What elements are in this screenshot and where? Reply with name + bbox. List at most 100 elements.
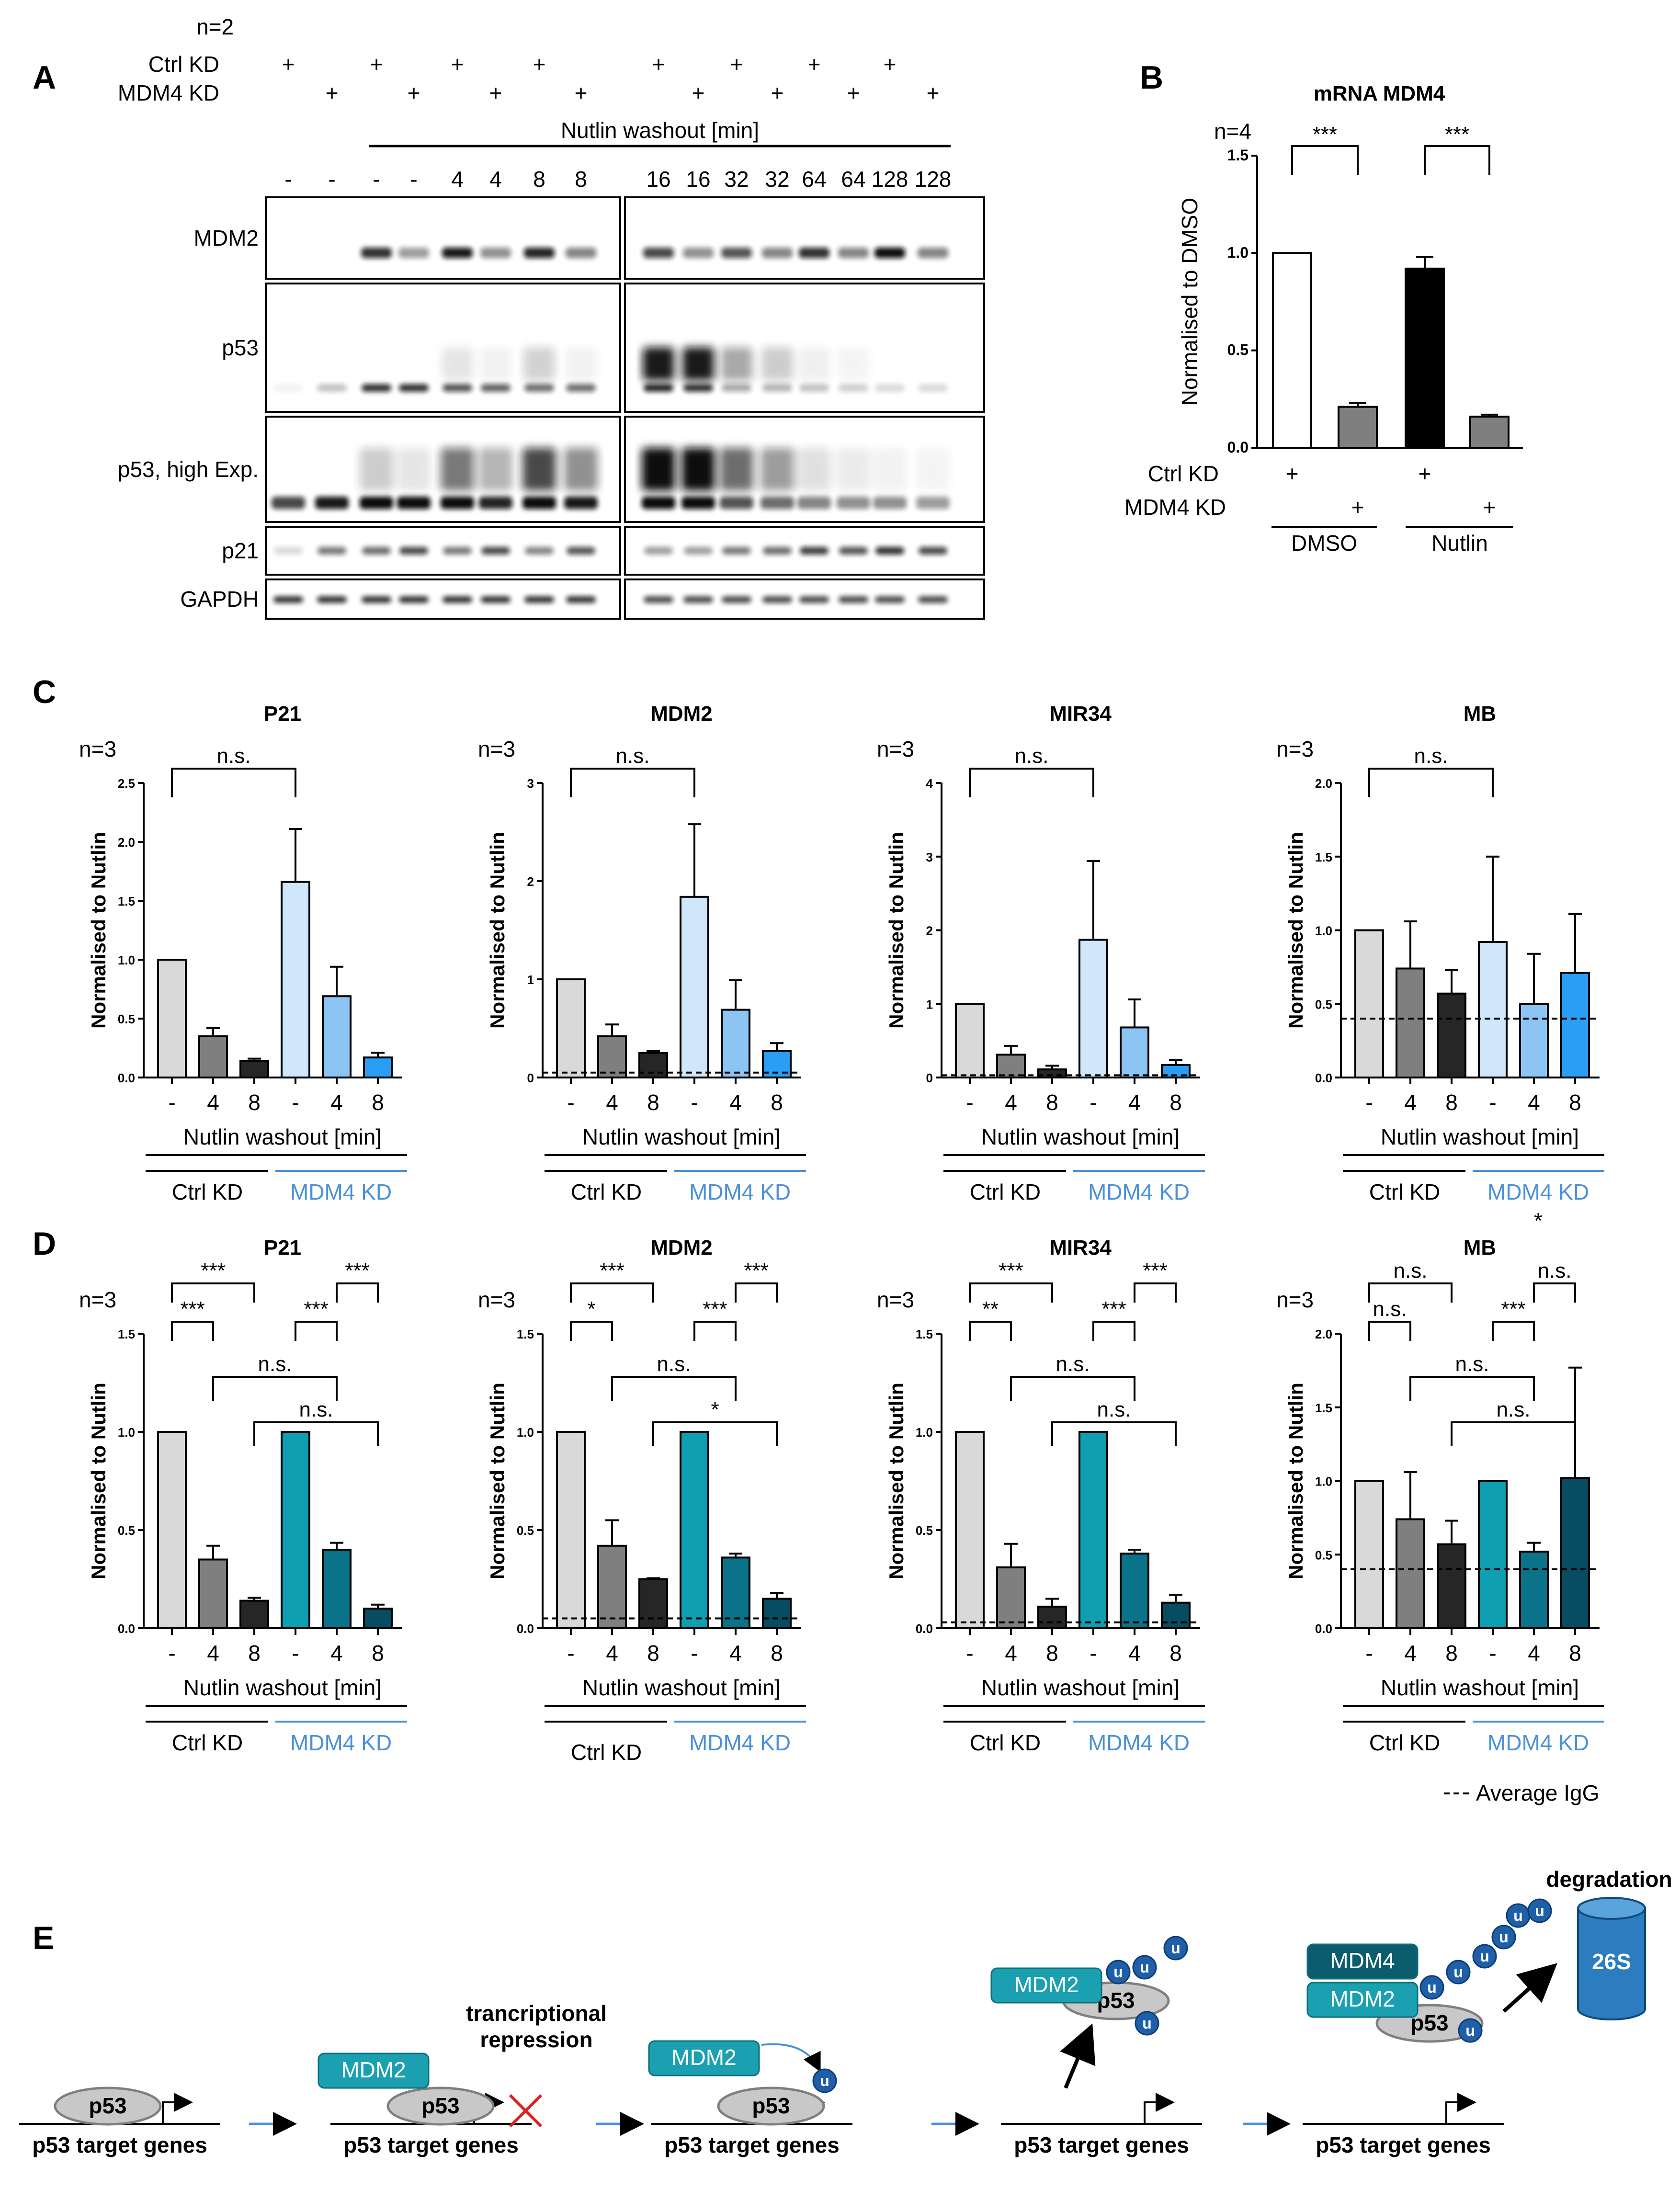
significance-bracket [570, 768, 695, 797]
x-tick-label: 4 [1528, 1090, 1540, 1115]
significance-label: *** [1313, 123, 1337, 146]
mdm-label: MDM2 [671, 2045, 736, 2070]
blot-band [565, 347, 597, 381]
mdm4-kd-plus: + [771, 80, 784, 105]
panel-c: C P21 n=3 Normalised to Nutlin 0.0 0.5 1.0 1.5… [33, 674, 1604, 1233]
target-genes-label: p53 target genes [664, 2132, 840, 2157]
bar [1354, 929, 1384, 1078]
bar [1161, 1601, 1191, 1629]
blot-band [799, 384, 829, 392]
y-axis-label: Normalised to Nutlin [885, 1383, 908, 1579]
significance-label: n.s. [1538, 1259, 1572, 1282]
n-label: n=3 [1276, 1287, 1314, 1312]
blot-band [799, 596, 829, 603]
y-tick-label: 0.0 [1315, 1071, 1332, 1085]
mdm4-kd-plus: + [326, 80, 339, 105]
blot-band [360, 448, 393, 491]
mdm4-kd-plus: + [1483, 495, 1496, 520]
chart-title: P21 [264, 1236, 301, 1259]
bar [1405, 267, 1445, 449]
mdm4-kd-plus: + [489, 80, 502, 105]
bar [1120, 1026, 1149, 1078]
significance-label: n.s. [299, 1398, 333, 1421]
blot-band [875, 596, 905, 603]
ubiquitin-label: u [1113, 1963, 1123, 1981]
x-tick-label: 8 [647, 1090, 659, 1115]
panel-d-letter: D [33, 1225, 56, 1262]
panel-c-letter: C [33, 674, 56, 710]
tss-arrow [1144, 2093, 1175, 2124]
x-tick-label: 4 [207, 1090, 219, 1115]
blot-row-label: p21 [222, 538, 259, 563]
washout-label: Nutlin washout [min] [981, 1124, 1180, 1149]
y-tick-label: 1.0 [916, 1425, 933, 1440]
bar [955, 1003, 985, 1078]
significance-label: n.s. [616, 744, 650, 768]
y-tick-label: 0.5 [118, 1012, 135, 1026]
x-tick-label: - [1365, 1641, 1373, 1666]
significance-bracket [969, 1282, 1053, 1303]
x-tick-label: 8 [647, 1641, 659, 1666]
blot-band [566, 596, 596, 603]
bar [1437, 992, 1466, 1079]
blot-row-label: MDM2 [194, 226, 259, 250]
significance-bracket [969, 768, 1094, 797]
lane-time-label: 32 [765, 167, 789, 192]
ubiquitin [1419, 1975, 1444, 2000]
blot-band [875, 547, 904, 555]
x-tick-label: - [691, 1090, 698, 1115]
ctrl-kd-plus: + [370, 52, 383, 77]
release-arrow [1060, 2023, 1096, 2089]
y-axis-label: Normalised to Nutlin [87, 832, 110, 1029]
blot-band [481, 547, 510, 555]
blot-band [479, 497, 512, 509]
panel-d: D P21 n=3 Normalised to Nutlin 0.0 0.5 1.0 1.5… [33, 1225, 1604, 1805]
mdm4-kd-plus: + [575, 80, 588, 105]
blot-band [399, 384, 429, 392]
y-tick-label: 2 [926, 924, 933, 938]
n-label: n=3 [478, 1287, 515, 1312]
significance-label: n.s. [217, 744, 251, 768]
blot-band [442, 347, 473, 381]
chart-title: P21 [264, 702, 301, 726]
ctrl-kd-row-label: Ctrl KD [148, 52, 219, 77]
chart-mrna-mdm4: mRNA MDM4 n=4 Normalised to DMSO 0.0 0.5 1.0 1… [1124, 82, 1523, 556]
chart-title: MDM2 [650, 702, 713, 726]
blot-band [720, 497, 753, 509]
chart-c-p21: P21 n=3 Normalised to Nutlin 0.0 0.5 1.0 1.5 2.… [79, 702, 407, 1204]
repression-cross [509, 2094, 543, 2128]
significance-label: *** [201, 1259, 225, 1282]
mdm4-kd-row-label: MDM4 KD [118, 80, 219, 105]
significance-label: *** [1101, 1297, 1126, 1321]
group-label: DMSO [1291, 531, 1357, 556]
y-tick-label: 1.0 [1315, 924, 1332, 938]
y-tick-label: 2.0 [118, 835, 135, 850]
ctrl-kd-plus: + [884, 52, 897, 77]
panel-b-letter: B [1140, 59, 1163, 96]
target-genes-label: p53 target genes [1316, 2132, 1491, 2157]
n-label: n=3 [79, 737, 116, 761]
x-tick-label: - [292, 1641, 299, 1666]
blot-row-label: p53 [222, 335, 259, 360]
significance-label: n.s. [1097, 1398, 1131, 1421]
lane-time-label: 32 [724, 167, 749, 192]
mdm4-kd-star: * [1534, 1208, 1543, 1233]
y-tick-label: 2.0 [1315, 1327, 1332, 1341]
blot-band [721, 248, 752, 258]
blot-band [762, 248, 793, 258]
bar [1519, 1003, 1549, 1078]
lane-time-label: 64 [841, 167, 865, 192]
x-tick-label: 4 [1128, 1641, 1141, 1666]
y-tick-label: 1.0 [118, 1425, 135, 1440]
x-tick-label: - [691, 1641, 698, 1666]
blot-band [683, 248, 714, 258]
ubiquitin-label: u [1140, 1959, 1149, 1976]
x-tick-label: 4 [1005, 1090, 1017, 1115]
bar [1396, 967, 1425, 1078]
panel-e-letter: E [33, 1920, 54, 1956]
blot-band [443, 384, 472, 392]
significance-label: n.s. [1373, 1297, 1407, 1321]
x-tick-label: - [567, 1641, 574, 1666]
p53-protein [54, 2087, 162, 2126]
x-tick-label: - [567, 1090, 574, 1115]
